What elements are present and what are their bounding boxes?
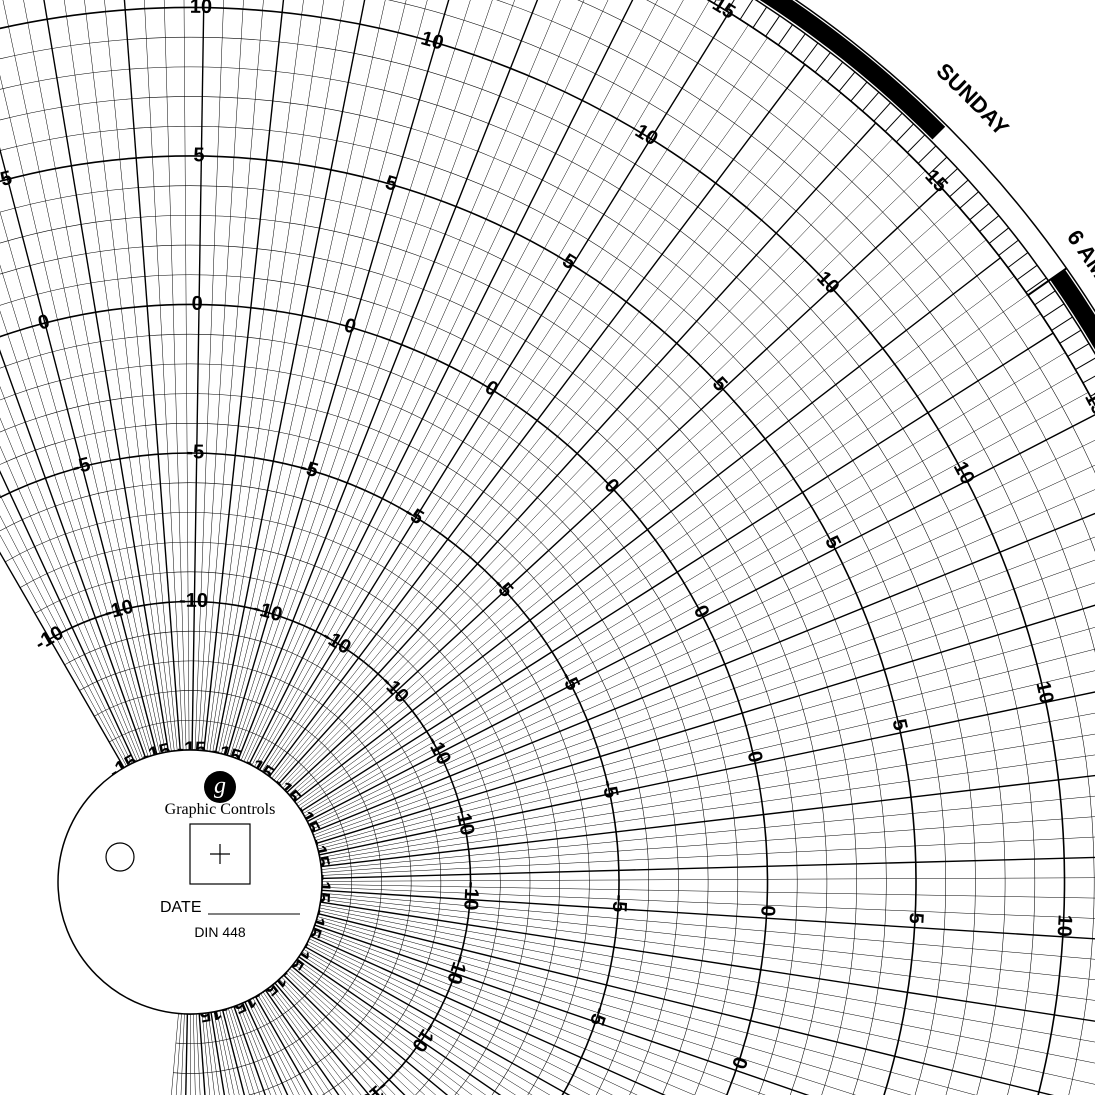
model-label: DIN 448 — [194, 924, 246, 940]
scale-value-label: 10 — [1031, 679, 1057, 705]
scale-value-label: 0 — [756, 905, 779, 917]
scale-value-label: -5 — [608, 894, 631, 913]
date-label: DATE — [160, 899, 201, 916]
scale-value-label: 10 — [1053, 914, 1076, 937]
scale-value-label: -10 — [179, 590, 208, 612]
circular-recorder-chart: 6 AMNITE6 PMSUNDAY6 AMNITE6 PMSATURDAY6 … — [0, 0, 1095, 1095]
scale-value-label: 5 — [193, 144, 204, 166]
scale-value-label: 10 — [190, 0, 213, 18]
brand-logo-letter: g — [214, 773, 226, 799]
scale-value-label: -10 — [459, 881, 482, 911]
brand-name: Graphic Controls — [165, 801, 276, 818]
scale-value-label: 0 — [192, 293, 203, 315]
scale-value-label: 5 — [905, 912, 928, 924]
scale-value-label: -5 — [186, 441, 204, 463]
